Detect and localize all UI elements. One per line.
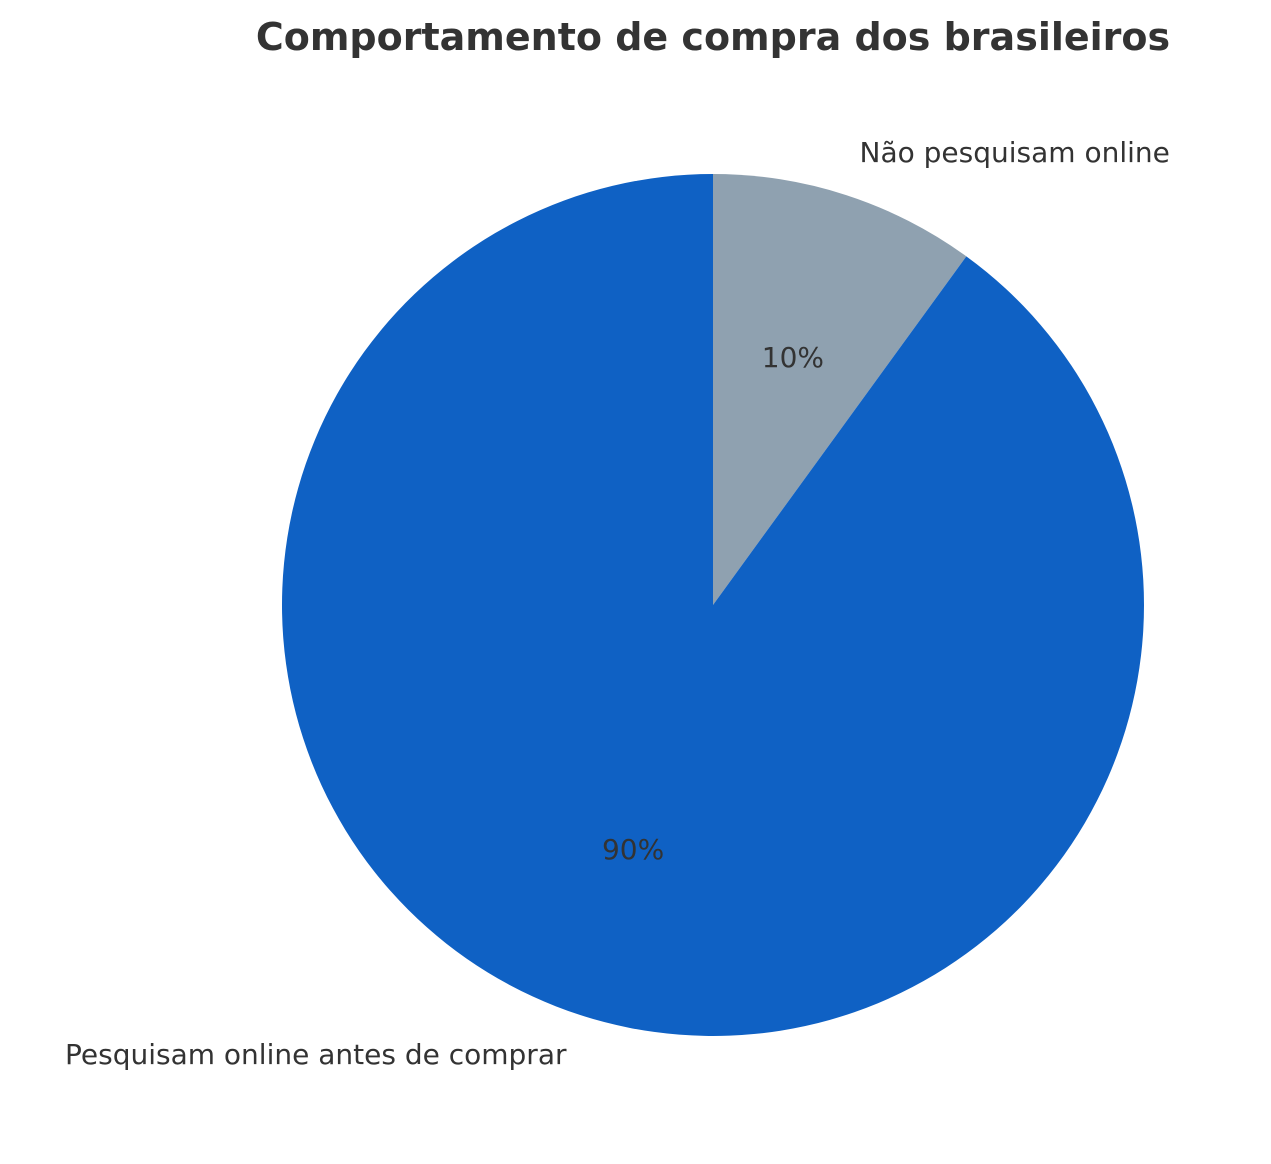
- slice-category-label: Pesquisam online antes de comprar: [65, 1038, 567, 1071]
- slice-percentage-label: 90%: [602, 833, 664, 866]
- pie-slice: [713, 174, 967, 605]
- slice-category-label: Não pesquisam online: [860, 136, 1170, 169]
- pie-slice: [281, 174, 1144, 1037]
- slice-percentage-label: 10%: [762, 341, 824, 374]
- chart-title: Comportamento de compra dos brasileiros: [256, 15, 1170, 59]
